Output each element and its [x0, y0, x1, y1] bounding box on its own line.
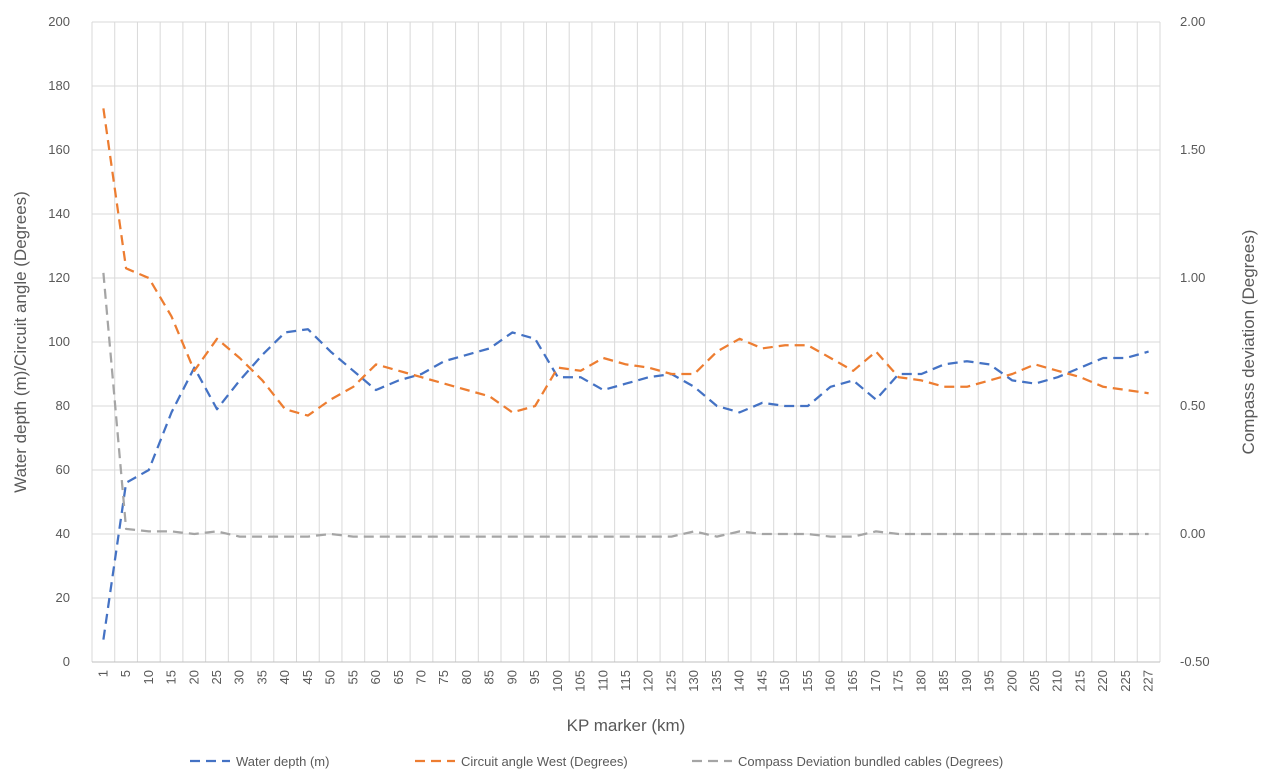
- gridlines: [92, 22, 1160, 662]
- x-tick-label: 120: [641, 670, 656, 692]
- x-tick-label: 195: [982, 670, 997, 692]
- x-tick-label: 125: [663, 670, 678, 692]
- x-tick-label: 210: [1050, 670, 1065, 692]
- x-tick-label: 30: [232, 670, 247, 684]
- y-tick-label: 40: [56, 526, 70, 541]
- y2-tick-label: 1.50: [1180, 142, 1205, 157]
- x-tick-label: 105: [573, 670, 588, 692]
- x-tick-label: 110: [595, 670, 610, 691]
- x-tick-label: 155: [800, 670, 815, 692]
- x-tick-label: 15: [164, 670, 179, 684]
- y-tick-label: 0: [63, 654, 70, 669]
- x-tick-label: 220: [1095, 670, 1110, 692]
- series-lines: [103, 108, 1148, 639]
- x-tick-label: 35: [254, 670, 269, 684]
- x-tick-label: 80: [459, 670, 474, 684]
- x-tick-label: 140: [732, 670, 747, 692]
- x-tick-label: 70: [413, 670, 428, 684]
- x-axis-title: KP marker (km): [567, 716, 686, 735]
- x-tick-label: 50: [323, 670, 338, 684]
- x-tick-label: 90: [504, 670, 519, 684]
- x-tick-label: 175: [891, 670, 906, 692]
- series-line-2: [103, 273, 1148, 537]
- y-tick-label: 160: [48, 142, 70, 157]
- y2-tick-label: 0.00: [1180, 526, 1205, 541]
- x-tick-label: 115: [618, 670, 633, 691]
- y-tick-label: 80: [56, 398, 70, 413]
- y-tick-label: 20: [56, 590, 70, 605]
- y2-tick-label: 1.00: [1180, 270, 1205, 285]
- y-tick-label: 200: [48, 14, 70, 29]
- x-tick-label: 85: [482, 670, 497, 684]
- x-tick-label: 135: [709, 670, 724, 692]
- x-tick-label: 227: [1141, 670, 1156, 692]
- series-line-0: [103, 329, 1148, 639]
- legend-label-2: Compass Deviation bundled cables (Degree…: [738, 754, 1003, 769]
- x-tick-label: 205: [1027, 670, 1042, 692]
- x-tick-label: 5: [118, 670, 133, 677]
- series-line-1: [103, 108, 1148, 415]
- legend-label-1: Circuit angle West (Degrees): [461, 754, 628, 769]
- tick-labels: 020406080100120140160180200-0.500.000.50…: [48, 14, 1209, 692]
- x-tick-label: 150: [777, 670, 792, 692]
- x-tick-label: 60: [368, 670, 383, 684]
- x-tick-label: 45: [300, 670, 315, 684]
- x-tick-label: 130: [686, 670, 701, 692]
- y-axis-title: Water depth (m)/Circuit angle (Degrees): [11, 191, 30, 493]
- x-tick-label: 200: [1004, 670, 1019, 692]
- y-tick-label: 180: [48, 78, 70, 93]
- x-tick-label: 20: [186, 670, 201, 684]
- x-tick-label: 225: [1118, 670, 1133, 692]
- x-tick-label: 180: [913, 670, 928, 692]
- y-tick-label: 100: [48, 334, 70, 349]
- y-tick-label: 120: [48, 270, 70, 285]
- x-tick-label: 160: [823, 670, 838, 692]
- x-tick-label: 1: [95, 670, 110, 677]
- x-tick-label: 55: [345, 670, 360, 684]
- x-tick-label: 65: [391, 670, 406, 684]
- x-tick-label: 40: [277, 670, 292, 684]
- y2-axis-title: Compass deviation (Degrees): [1239, 230, 1258, 455]
- x-tick-label: 145: [754, 670, 769, 692]
- x-tick-label: 185: [936, 670, 951, 692]
- y2-tick-label: 2.00: [1180, 14, 1205, 29]
- y-tick-label: 140: [48, 206, 70, 221]
- x-tick-label: 165: [845, 670, 860, 692]
- x-tick-label: 95: [527, 670, 542, 684]
- x-tick-label: 25: [209, 670, 224, 684]
- legend-label-0: Water depth (m): [236, 754, 329, 769]
- y-tick-label: 60: [56, 462, 70, 477]
- legend: Water depth (m) Circuit angle West (Degre…: [190, 754, 1003, 769]
- x-tick-label: 75: [436, 670, 451, 684]
- x-tick-label: 100: [550, 670, 565, 692]
- x-tick-label: 215: [1072, 670, 1087, 692]
- x-tick-label: 170: [868, 670, 883, 692]
- y2-tick-label: 0.50: [1180, 398, 1205, 413]
- x-tick-label: 10: [141, 670, 156, 684]
- x-tick-label: 190: [959, 670, 974, 692]
- y2-tick-label: -0.50: [1180, 654, 1210, 669]
